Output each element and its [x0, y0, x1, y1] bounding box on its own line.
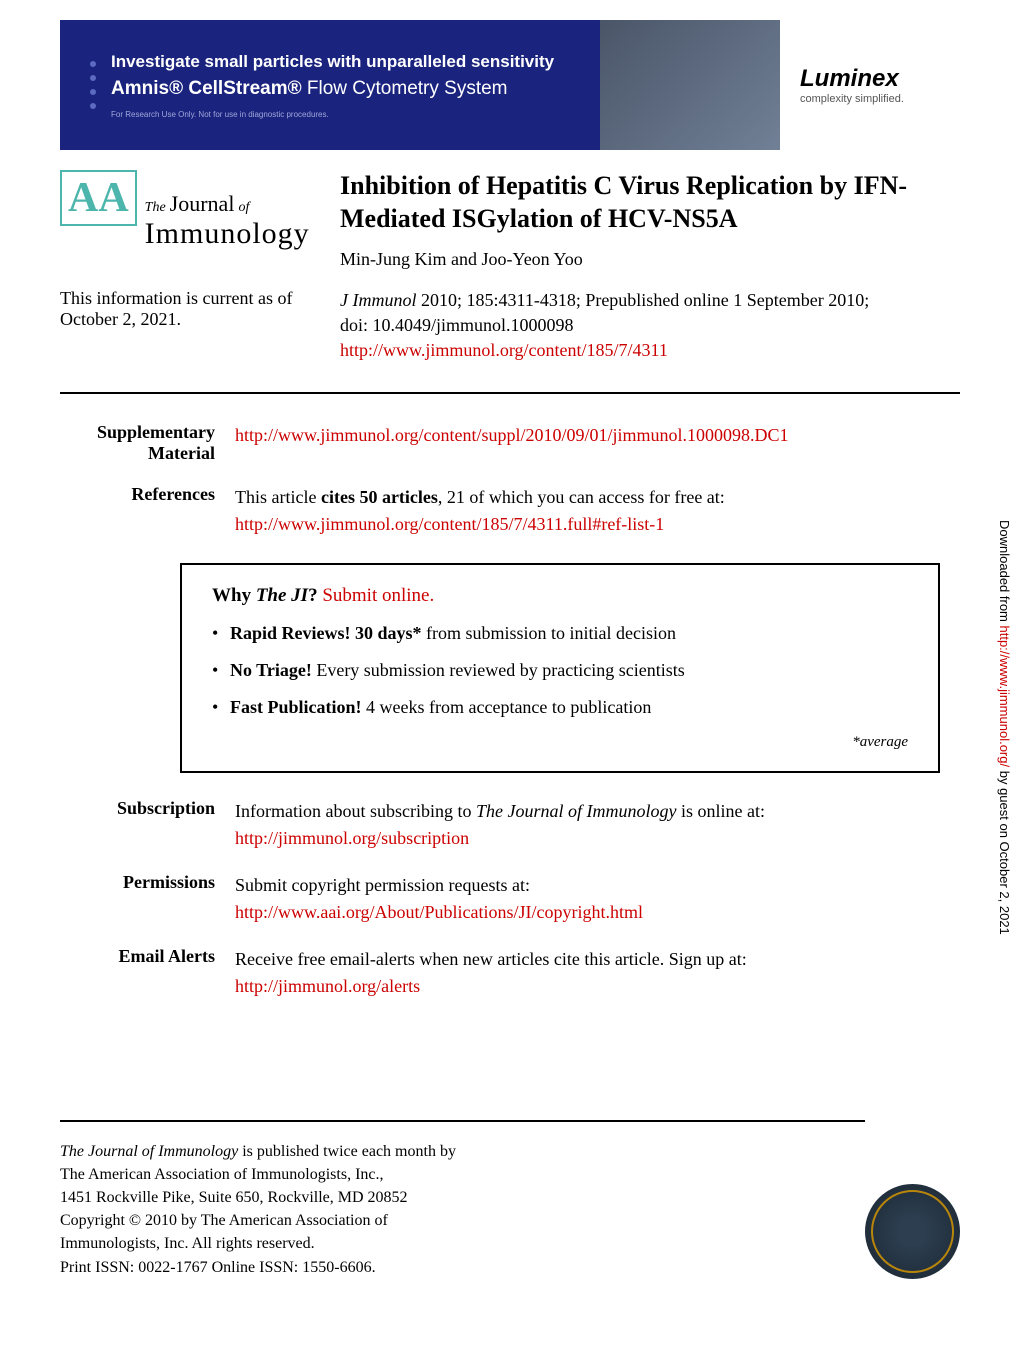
currency-label: This information is current as of Octobe… — [60, 288, 320, 364]
article-authors: Min-Jung Kim and Joo-Yeon Yoo — [340, 249, 960, 270]
luminex-logo: Luminex — [800, 65, 899, 93]
banner-ad[interactable]: Investigate small particles with unparal… — [60, 20, 960, 150]
journal-logo[interactable]: AA The Journal of Immunology — [60, 170, 320, 251]
aai-seal-icon — [865, 1184, 960, 1279]
banner-left: Investigate small particles with unparal… — [60, 20, 600, 150]
references-link[interactable]: http://www.jimmunol.org/content/185/7/43… — [235, 514, 664, 534]
subscription-label: Subscription — [60, 798, 235, 852]
why-title: Why The JI? Submit online. — [212, 585, 908, 607]
download-attribution: Downloaded from http://www.jimmunol.org/… — [997, 520, 1012, 935]
references-text: This article cites 50 articles, 21 of wh… — [235, 484, 960, 538]
email-alerts-link[interactable]: http://jimmunol.org/alerts — [235, 976, 420, 996]
why-footnote: *average — [212, 734, 908, 751]
divider — [60, 392, 960, 394]
subscription-text: Information about subscribing to The Jou… — [235, 798, 960, 852]
article-url-link[interactable]: http://www.jimmunol.org/content/185/7/43… — [340, 340, 668, 360]
email-alerts-text: Receive free email-alerts when new artic… — [235, 946, 960, 1000]
permissions-link[interactable]: http://www.aai.org/About/Publications/JI… — [235, 902, 643, 922]
journal-name: Immunology — [145, 217, 310, 250]
supplementary-label: Supplementary Material — [60, 422, 235, 464]
supplementary-link[interactable]: http://www.jimmunol.org/content/suppl/20… — [235, 425, 789, 445]
email-alerts-label: Email Alerts — [60, 946, 235, 1000]
banner-headline: Investigate small particles with unparal… — [111, 52, 554, 72]
why-item-triage: No Triage! Every submission reviewed by … — [212, 660, 908, 681]
journal-badge: AA — [60, 170, 137, 226]
citation-block: J Immunol 2010; 185:4311-4318; Prepublis… — [320, 288, 960, 364]
references-label: References — [60, 484, 235, 538]
luminex-tagline: complexity simplified. — [800, 93, 904, 105]
footer-divider — [60, 1120, 865, 1122]
subscription-link[interactable]: http://jimmunol.org/subscription — [235, 828, 469, 848]
banner-dots-decoration — [90, 61, 96, 109]
banner-product: Amnis® CellStream® Flow Cytometry System — [111, 78, 554, 100]
banner-brand: Luminex complexity simplified. — [780, 20, 960, 150]
banner-image — [600, 20, 780, 150]
doi: doi: 10.4049/jimmunol.1000098 — [340, 315, 574, 335]
submit-online-link[interactable]: Submit online. — [322, 585, 434, 606]
banner-disclaimer: For Research Use Only. Not for use in di… — [111, 110, 554, 119]
why-item-fast: Fast Publication! 4 weeks from acceptanc… — [212, 697, 908, 718]
permissions-label: Permissions — [60, 872, 235, 926]
article-title: Inhibition of Hepatitis C Virus Replicat… — [340, 170, 960, 235]
footer-text: The Journal of Immunology is published t… — [60, 1140, 865, 1279]
sidebar-link[interactable]: http://www.jimmunol.org/ — [997, 626, 1012, 768]
why-item-rapid: Rapid Reviews! 30 days* from submission … — [212, 623, 908, 644]
permissions-text: Submit copyright permission requests at:… — [235, 872, 960, 926]
why-box: Why The JI? Submit online. Rapid Reviews… — [180, 563, 940, 773]
